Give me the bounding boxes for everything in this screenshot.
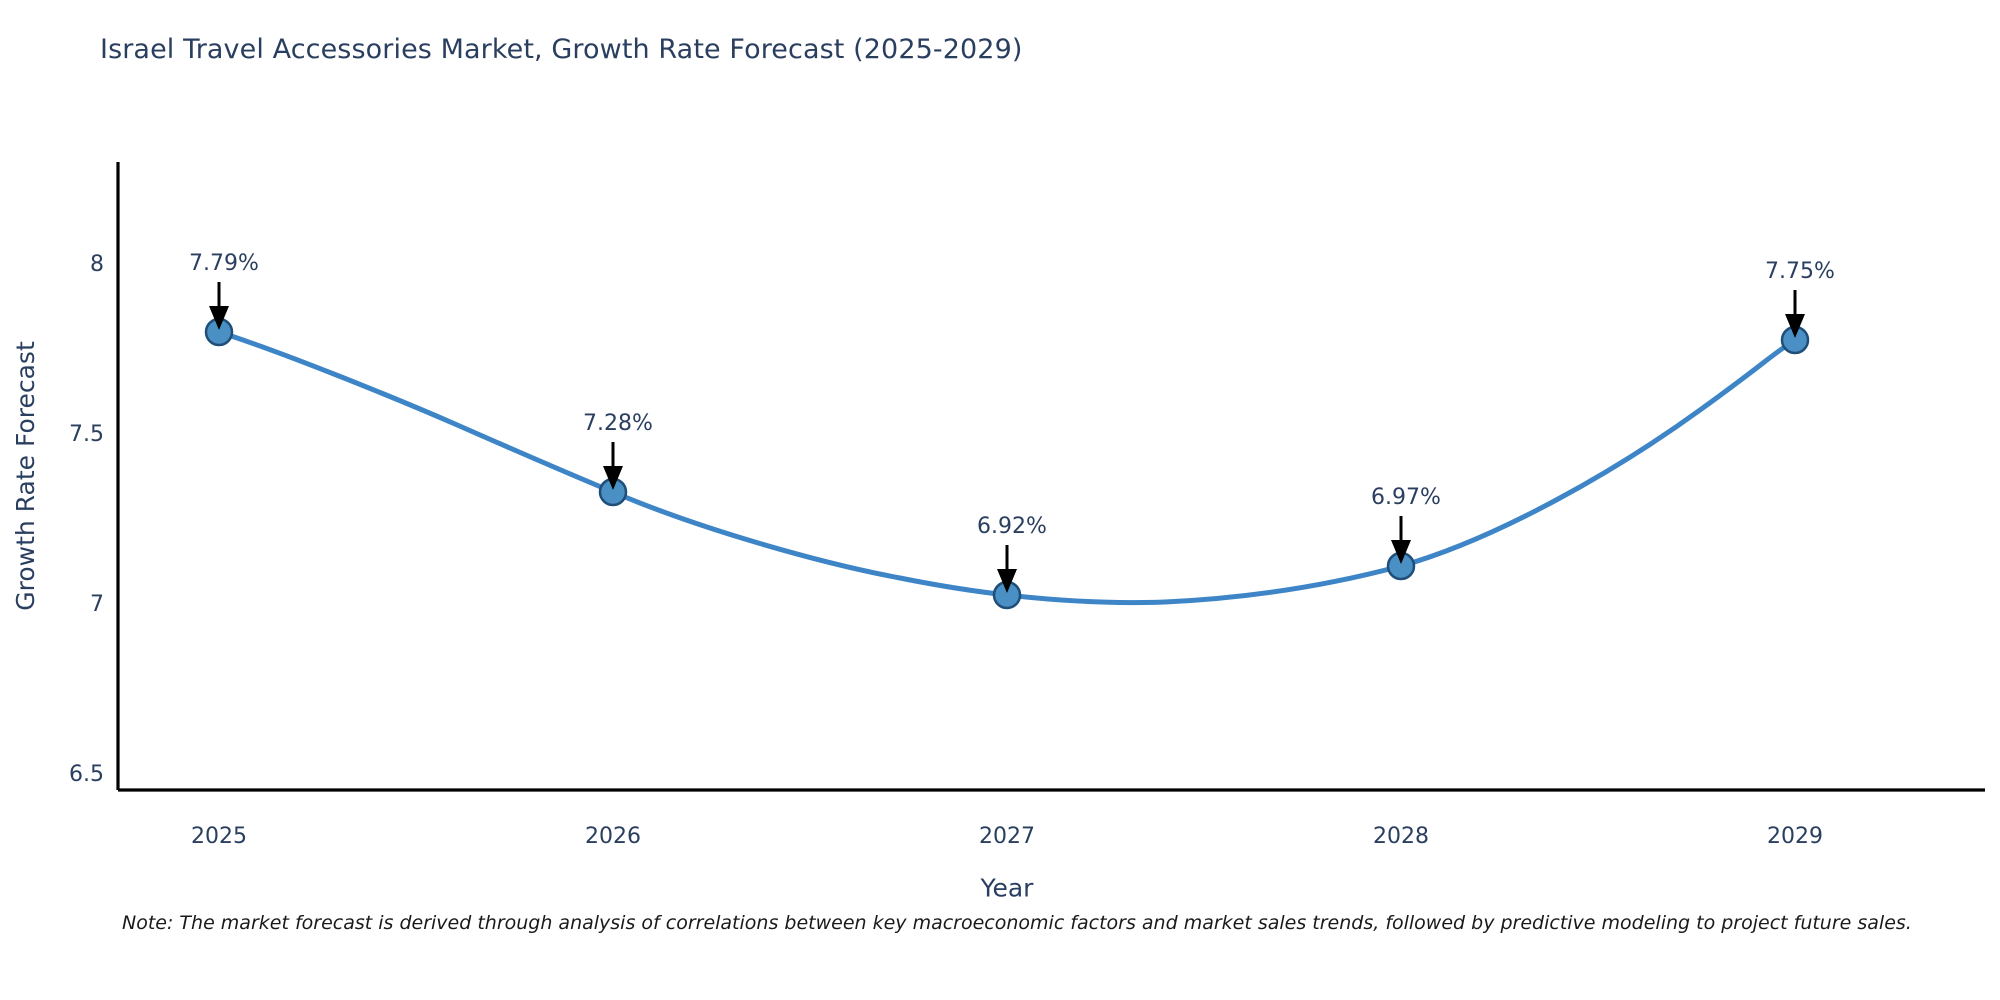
y-axis-title: Growth Rate Forecast xyxy=(11,341,40,611)
annotation-arrow-head xyxy=(1391,540,1411,564)
data-point-label: 7.75% xyxy=(1765,259,1835,284)
annotation-arrows xyxy=(209,282,1805,593)
annotation-arrow-head xyxy=(603,466,623,490)
y-tick-label: 7.5 xyxy=(69,422,104,447)
chart-title: Israel Travel Accessories Market, Growth… xyxy=(100,34,1023,65)
x-axis-ticks: 2025 2026 2027 2028 2029 xyxy=(191,824,1823,849)
chart-footnote: Note: The market forecast is derived thr… xyxy=(122,912,1912,934)
y-tick-label: 7 xyxy=(90,592,104,617)
x-axis-title: Year xyxy=(980,873,1035,902)
annotation-labels: 7.79% 7.28% 6.92% 6.97% 7.75% xyxy=(189,251,1835,539)
x-tick-label: 2029 xyxy=(1767,824,1823,849)
annotation-arrow-head xyxy=(997,569,1017,593)
annotation-arrow-head xyxy=(1785,314,1805,338)
x-tick-label: 2028 xyxy=(1373,824,1429,849)
y-tick-label: 6.5 xyxy=(69,762,104,787)
data-point-label: 6.97% xyxy=(1371,485,1441,510)
x-tick-label: 2025 xyxy=(191,824,247,849)
x-tick-label: 2027 xyxy=(979,824,1035,849)
data-point-label: 6.92% xyxy=(977,514,1047,539)
x-tick-label: 2026 xyxy=(585,824,641,849)
y-axis-ticks: 8 7.5 7 6.5 xyxy=(69,252,104,787)
data-point-label: 7.28% xyxy=(583,411,653,436)
y-tick-label: 8 xyxy=(90,252,104,277)
data-point-label: 7.79% xyxy=(189,251,259,276)
annotation-arrow-head xyxy=(209,306,229,330)
